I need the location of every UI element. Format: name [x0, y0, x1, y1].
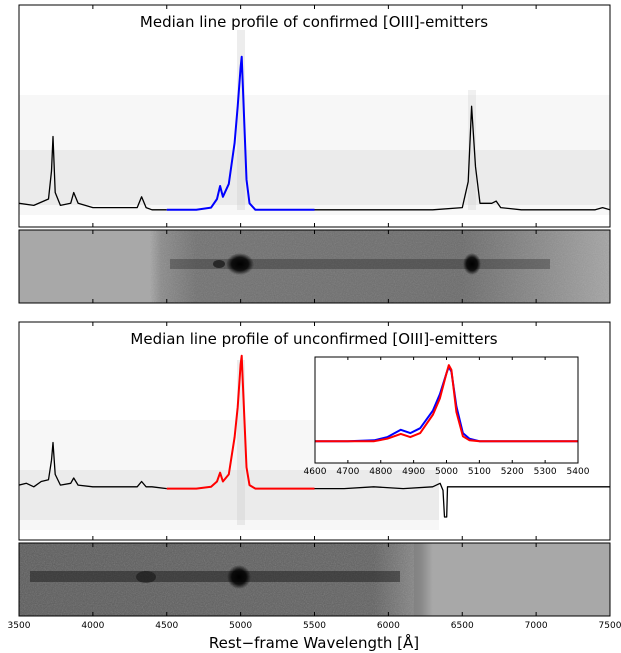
- x-tick-label: 7000: [525, 621, 548, 631]
- bottom-2d-spectrum: [18, 542, 611, 617]
- x-tick-label: 6500: [451, 621, 474, 631]
- inset-panel: 4600 4700 4800 4900 5000 5100 5200 5300 5400: [304, 356, 590, 477]
- top-strip-halpha-blob: [463, 253, 481, 275]
- inset-tick-label: 5300: [534, 467, 557, 477]
- bottom-strip-noise: [19, 543, 414, 616]
- top-strip-hbeta-blob: [213, 260, 225, 268]
- top-2d-spectrum: [18, 229, 611, 304]
- bottom-panel: Median line profile of unconfirmed [OIII…: [18, 321, 611, 541]
- bottom-series-1: [166, 354, 315, 490]
- x-tick-label: 4500: [155, 621, 178, 631]
- inset-tick-label: 5000: [435, 467, 458, 477]
- x-tick-label: 7500: [599, 621, 621, 631]
- bottom-strip-trace: [30, 571, 400, 582]
- x-tick-label: 6000: [377, 621, 400, 631]
- bottom-series-2: [314, 482, 610, 518]
- inset-series-1: [315, 364, 578, 443]
- inset-tick-label: 4600: [304, 467, 327, 477]
- inset-tick-label: 5400: [567, 467, 590, 477]
- bottom-strip-dark-blob: [136, 571, 156, 583]
- bottom-strip-ticks: [18, 543, 611, 616]
- x-tick-label: 5000: [229, 621, 252, 631]
- top-strip-trace: [170, 259, 550, 269]
- top-scatter-cloud: [19, 30, 610, 215]
- inset-tick-label: 4900: [402, 467, 425, 477]
- top-strip-empty: [19, 230, 150, 303]
- inset-tick-label: 4800: [369, 467, 392, 477]
- inset-tick-label: 5100: [468, 467, 491, 477]
- x-tick-labels: 3500 4000 4500 5000 5500 6000 6500 7000 7500: [8, 621, 621, 631]
- inset-tick-label: 5200: [501, 467, 524, 477]
- x-tick-label: 4000: [81, 621, 104, 631]
- top-plot-area: [19, 5, 610, 227]
- x-tick-label: 5500: [303, 621, 326, 631]
- bottom-series-0: [19, 441, 167, 490]
- bottom-strip-oiii-blob: [227, 565, 251, 589]
- top-spectrum: [19, 55, 610, 211]
- bottom-ticks: [18, 322, 611, 540]
- top-ticks: [18, 5, 611, 227]
- bottom-spectrum: [19, 354, 610, 518]
- x-axis-label: Rest−frame Wavelength [Å]: [209, 633, 419, 652]
- bottom-scatter-cloud: [19, 360, 439, 530]
- inset-ticks: 4600 4700 4800 4900 5000 5100 5200 5300 5400: [304, 357, 590, 477]
- bottom-title: Median line profile of unconfirmed [OIII…: [130, 330, 497, 348]
- top-series-0: [19, 135, 167, 211]
- inset-tick-label: 4700: [336, 467, 359, 477]
- top-strip-ticks: [18, 230, 611, 303]
- x-tick-label: 3500: [8, 621, 31, 631]
- top-panel: Median line profile of confirmed [OIII]-…: [18, 4, 611, 228]
- top-series-1: [166, 55, 315, 211]
- top-series-2: [314, 105, 610, 211]
- inset-spectrum: [315, 364, 578, 443]
- top-title: Median line profile of confirmed [OIII]-…: [140, 13, 488, 31]
- top-strip-oiii-blob: [226, 253, 254, 275]
